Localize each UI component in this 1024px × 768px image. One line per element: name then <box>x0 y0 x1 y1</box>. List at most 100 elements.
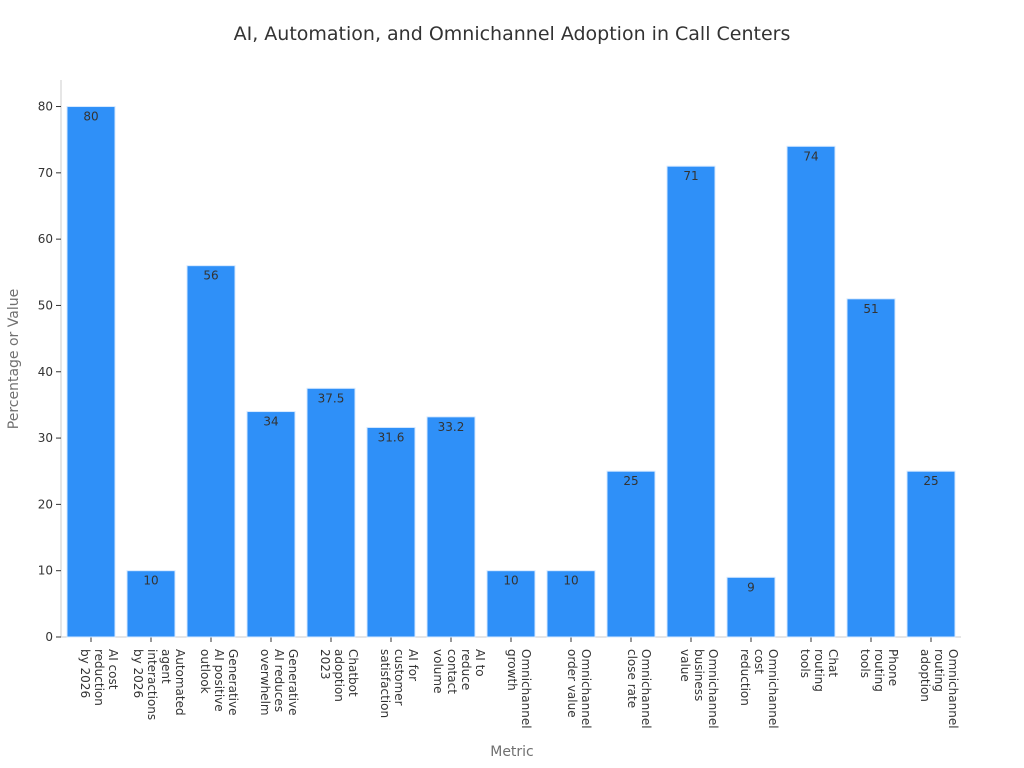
y-tick-label: 40 <box>38 365 53 379</box>
x-tick-label-line: business <box>692 649 706 701</box>
bar-labels: 80 10 56 34 37.5 31.6 33.2 10 10 25 71 9 74 51 25 <box>83 110 938 595</box>
bar-value-label: 37.5 <box>318 391 345 405</box>
bar <box>126 570 176 638</box>
x-tick-label-line: Omnichannel <box>579 649 593 729</box>
bar-value-label: 10 <box>503 574 518 588</box>
bar <box>546 570 596 638</box>
x-tick-label-line: AI cost <box>106 649 120 690</box>
bar <box>186 265 236 638</box>
x-tick-label-line: AI to <box>473 649 487 677</box>
x-tick-label-line: Omnichannel <box>946 649 960 729</box>
bar-value-label: 10 <box>563 574 578 588</box>
x-tick-label-line: Omnichannel <box>519 649 533 729</box>
bar <box>666 165 716 638</box>
bar <box>306 387 356 638</box>
x-tick-label-line: outlook <box>198 649 212 694</box>
bar <box>606 470 656 638</box>
y-tick-label: 80 <box>38 100 53 114</box>
x-tick-label-line: AI positive <box>212 649 226 712</box>
x-tick-label-line: contact <box>445 649 459 694</box>
x-tick-label-line: Omnichannel <box>766 649 780 729</box>
x-tick-label-line: by 2026 <box>78 649 92 698</box>
x-tick-label-line: 2023 <box>318 649 332 680</box>
y-axis-title: Percentage or Value <box>6 289 22 429</box>
y-tick-label: 50 <box>38 298 53 312</box>
bar-value-label: 31.6 <box>378 430 405 444</box>
y-tick-label: 70 <box>38 166 53 180</box>
bar-value-label: 9 <box>747 580 755 594</box>
x-tick-label-line: growth <box>505 649 519 691</box>
bar <box>726 576 776 638</box>
x-tick-label-line: value <box>678 649 692 682</box>
bar-value-label: 56 <box>203 269 218 283</box>
x-tick-label-line: volume <box>431 649 445 693</box>
y-axis: 0 10 20 30 40 50 60 70 80 <box>38 80 62 644</box>
x-tick-label-line: tools <box>798 649 812 678</box>
x-tick-label-line: Chatbot <box>346 649 360 697</box>
bar <box>66 106 116 638</box>
x-tick-label-line: interactions <box>145 649 159 720</box>
bar-value-label: 74 <box>803 149 818 163</box>
x-tick-label-line: tools <box>858 649 872 678</box>
x-tick-label-line: Generative <box>286 649 300 715</box>
x-axis-title: Metric <box>490 744 534 760</box>
x-tick-label-line: overwhelm <box>258 649 272 716</box>
x-tick-label-line: customer <box>392 649 406 706</box>
y-tick-label: 10 <box>38 564 53 578</box>
bar <box>906 470 956 638</box>
bar <box>786 145 836 638</box>
bar <box>366 426 416 638</box>
x-tick-label-line: AI for <box>406 649 420 681</box>
bar-value-label: 80 <box>83 110 98 124</box>
bar-value-label: 33.2 <box>438 420 465 434</box>
x-tick-label-line: Generative <box>226 649 240 715</box>
x-tick-label-line: agent <box>159 649 173 684</box>
x-tick-label-line: routing <box>812 649 826 692</box>
y-tick-label: 20 <box>38 497 53 511</box>
bars <box>66 106 956 638</box>
x-tick-label-line: reduce <box>459 649 473 690</box>
x-tick-label-line: satisfaction <box>378 649 392 718</box>
bar <box>846 298 896 638</box>
x-tick-label-line: Phone <box>886 649 900 686</box>
x-tick-label-line: reduction <box>92 649 106 706</box>
x-tick-label-line: Automated <box>173 649 187 716</box>
bar-value-label: 34 <box>263 415 278 429</box>
x-tick-label-line: close rate <box>625 649 639 708</box>
x-tick-label-line: Omnichannel <box>706 649 720 729</box>
x-tick-label-line: routing <box>872 649 886 692</box>
bar <box>486 570 536 638</box>
bar-value-label: 51 <box>863 302 878 316</box>
x-tick-label-line: adoption <box>918 649 932 702</box>
bar <box>246 411 296 638</box>
bar-value-label: 25 <box>923 474 938 488</box>
bar-value-label: 71 <box>683 169 698 183</box>
x-tick-label-line: adoption <box>332 649 346 702</box>
x-tick-label-line: reduction <box>738 649 752 706</box>
x-tick-label-line: routing <box>932 649 946 692</box>
y-tick-label: 60 <box>38 232 53 246</box>
x-tick-label-line: cost <box>752 649 766 674</box>
x-tick-label-line: order value <box>565 649 579 718</box>
bar-value-label: 25 <box>623 474 638 488</box>
y-tick-label: 0 <box>45 630 53 644</box>
x-tick-label-line: AI reduces <box>272 649 286 712</box>
x-tick-label-line: Chat <box>826 649 840 677</box>
